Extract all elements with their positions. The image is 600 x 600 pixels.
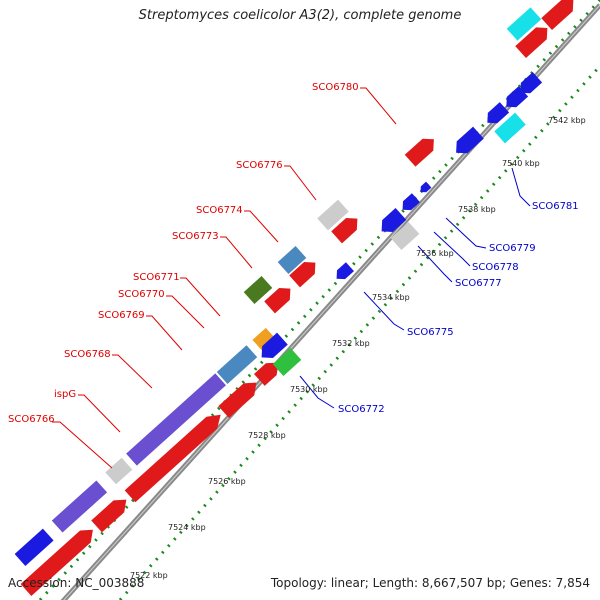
outer-dotted-ruler [38, 0, 600, 600]
gene-block[interactable] [390, 222, 420, 250]
reverse-gene-arrow[interactable] [399, 193, 420, 214]
reverse-gene-labels: SCO6772 SCO6775 SCO6777 SCO6778 SCO6779 … [338, 201, 579, 415]
leader-line [112, 354, 153, 389]
ruler-tick-label: 7524 kbp [168, 523, 206, 532]
map-title: Streptomyces coelicolor A3(2), complete … [138, 8, 462, 23]
gene-label-sco6766[interactable]: SCO6766 [8, 414, 55, 425]
gene-label-ispg[interactable]: ispG [54, 389, 76, 400]
leader-line [146, 315, 183, 351]
gene-label-sco6772[interactable]: SCO6772 [338, 404, 385, 415]
ruler-tick-label: 7530 kbp [290, 385, 328, 394]
gene-block[interactable] [51, 480, 108, 533]
leader-line [166, 295, 205, 329]
forward-leader-lines [52, 87, 397, 469]
forward-gene-arrow[interactable] [289, 257, 321, 288]
leader-line [445, 217, 487, 249]
forward-gene-arrow[interactable] [91, 494, 131, 533]
forward-gene-arrow[interactable] [331, 213, 363, 244]
gene-label-sco6774[interactable]: SCO6774 [196, 205, 243, 216]
leader-line [511, 167, 531, 207]
ruler-tick-label: 7536 kbp [416, 249, 454, 258]
ruler-tick-label: 7542 kbp [548, 116, 586, 125]
gene-block[interactable] [216, 345, 258, 384]
reverse-gene-arrow[interactable] [418, 181, 432, 195]
forward-gene-labels: SCO6766 ispG SCO6768 SCO6769 SCO6770 SCO… [8, 82, 359, 425]
gene-block[interactable] [506, 7, 542, 41]
gene-label-sco6777[interactable]: SCO6777 [455, 278, 502, 289]
ruler-tick-label: 7540 kbp [502, 159, 540, 168]
forward-gene-arrow[interactable] [218, 377, 261, 418]
inner-dotted-ruler [118, 64, 600, 600]
gene-label-sco6769[interactable]: SCO6769 [98, 310, 145, 321]
forward-gene-arrow[interactable] [124, 409, 226, 503]
reverse-gene-arrow[interactable] [256, 332, 288, 364]
leader-line [299, 375, 335, 409]
forward-gene-arrow[interactable] [20, 524, 99, 596]
forward-gene-arrow[interactable] [404, 133, 439, 167]
gene-label-sco6775[interactable]: SCO6775 [407, 327, 454, 338]
leader-line [78, 394, 121, 433]
forward-mid-genes [243, 0, 578, 314]
gene-label-sco6771[interactable]: SCO6771 [133, 272, 180, 283]
reverse-leader-lines [299, 167, 531, 409]
gene-label-sco6781[interactable]: SCO6781 [532, 201, 579, 212]
ruler-tick-label: 7522 kbp [130, 571, 168, 580]
leader-line [220, 236, 253, 269]
leader-line [244, 210, 279, 243]
ruler-tick-labels: 7522 kbp 7524 kbp 7526 kbp 7528 kbp 7530… [130, 116, 586, 580]
gene-block[interactable] [277, 246, 307, 274]
forward-gene-arrow[interactable] [541, 0, 578, 30]
gene-block[interactable] [252, 327, 277, 352]
reverse-gene-arrow[interactable] [376, 208, 407, 237]
reverse-gene-arrow[interactable] [451, 126, 484, 159]
reverse-gene-arrow[interactable] [516, 72, 543, 98]
accession-text: Accession: NC_003888 [8, 576, 145, 590]
reverse-genes [256, 72, 543, 376]
forward-track-outer [14, 327, 277, 566]
leader-line [417, 245, 453, 283]
gene-block[interactable] [105, 457, 133, 485]
reverse-gene-arrow[interactable] [333, 262, 354, 283]
gene-label-sco6768[interactable]: SCO6768 [64, 349, 111, 360]
ruler-tick-label: 7534 kbp [372, 293, 410, 302]
gene-block[interactable] [126, 373, 227, 466]
forward-track-inner [20, 357, 284, 596]
gene-label-sco6773[interactable]: SCO6773 [172, 231, 219, 242]
genome-summary-text: Topology: linear; Length: 8,667,507 bp; … [270, 576, 590, 590]
leader-line [284, 165, 317, 201]
gene-block[interactable] [14, 528, 54, 566]
ruler-tick-label: 7526 kbp [208, 477, 246, 486]
leader-line [52, 421, 113, 469]
leader-line [180, 277, 221, 317]
gene-block[interactable] [243, 276, 273, 304]
gene-block[interactable] [272, 348, 302, 376]
gene-block[interactable] [317, 199, 349, 231]
forward-gene-arrow[interactable] [253, 357, 284, 386]
reverse-gene-arrow[interactable] [483, 102, 510, 128]
gene-block[interactable] [494, 112, 526, 144]
gene-label-sco6776[interactable]: SCO6776 [236, 160, 283, 171]
gene-label-sco6779[interactable]: SCO6779 [489, 243, 536, 254]
leader-line [360, 87, 397, 125]
forward-gene-arrow[interactable] [515, 22, 552, 58]
gene-label-sco6778[interactable]: SCO6778 [472, 262, 519, 273]
forward-gene-arrow[interactable] [264, 283, 296, 314]
ruler-tick-label: 7532 kbp [332, 339, 370, 348]
ruler-tick-label: 7538 kbp [458, 205, 496, 214]
leader-line [433, 231, 471, 267]
ruler-tick-label: 7528 kbp [248, 431, 286, 440]
gene-label-sco6780[interactable]: SCO6780 [312, 82, 359, 93]
gene-label-sco6770[interactable]: SCO6770 [118, 289, 165, 300]
leader-line [363, 291, 405, 331]
